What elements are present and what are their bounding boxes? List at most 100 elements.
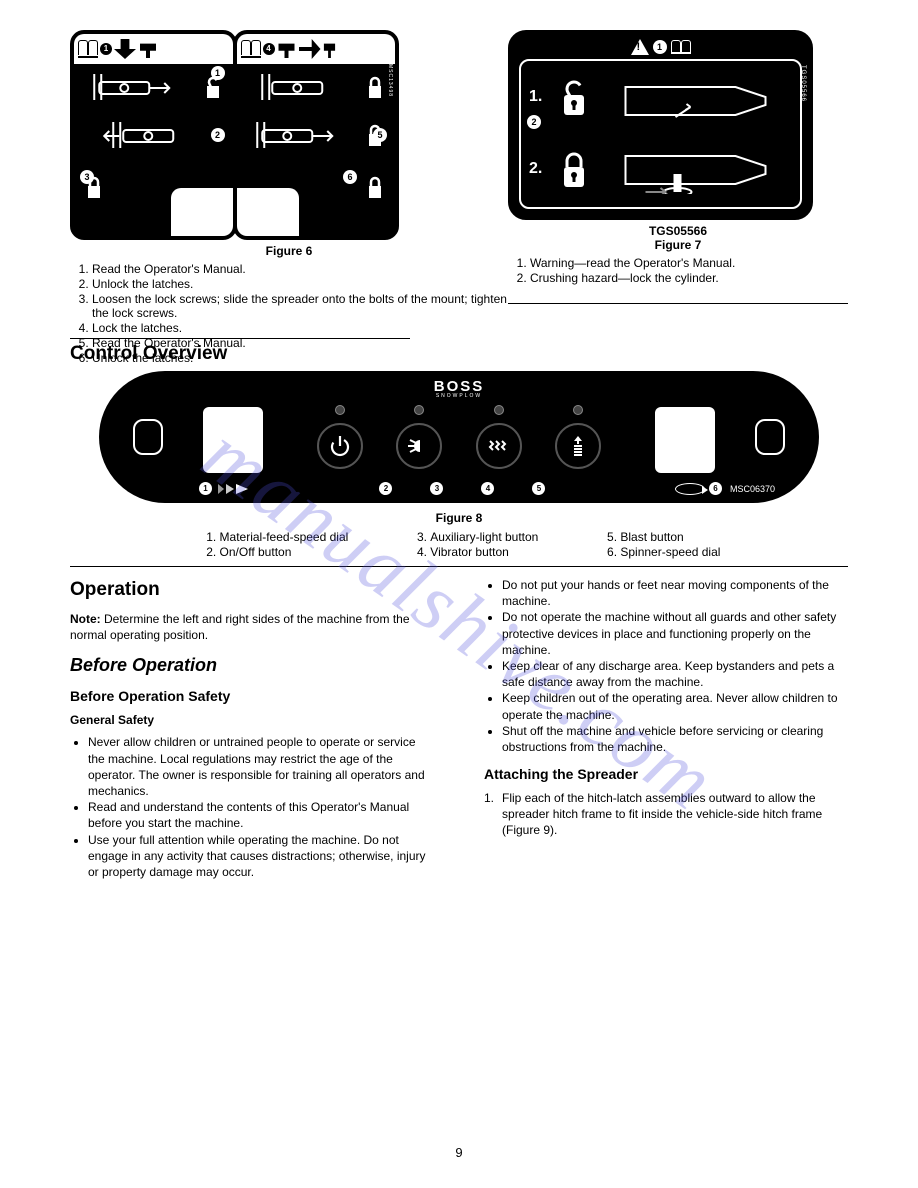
blast-button (555, 423, 601, 469)
row-num: 1. (529, 88, 549, 106)
panel-callout-num: 5 (532, 482, 545, 495)
spreader-icon (277, 40, 297, 58)
safety-bullet: Do not operate the machine without all g… (502, 609, 848, 658)
header-step-num: 1 (100, 43, 112, 55)
decal-left-caption: Figure 6 Read the Operator's Manual. Unl… (70, 244, 508, 365)
row-num: 2. (529, 160, 549, 178)
left-column: Operation Note: Determine the left and r… (70, 577, 434, 880)
attaching-heading: Attaching the Spreader (484, 765, 848, 784)
vibrator-button (476, 423, 522, 469)
header-step-num: 1 (653, 40, 667, 54)
mechanism-illustration (82, 118, 225, 152)
step-text: Flip each of the hitch-latch assemblies … (502, 790, 848, 839)
caption-item: Material-feed-speed dial (220, 530, 349, 544)
mechanism-illustration (245, 118, 360, 152)
panel-callout-num: 4 (481, 482, 494, 495)
header-step-num: 4 (263, 43, 275, 55)
lock-icon (557, 149, 591, 189)
arrow-down-icon (114, 39, 136, 59)
led-indicator (573, 405, 583, 415)
lock-icon (363, 74, 387, 100)
caption-item: Unlock the latches. (92, 351, 508, 365)
panel-callout-num: 3 (430, 482, 443, 495)
decal-left-block: 1 1 (70, 30, 508, 366)
safety-bullet: Shut off the machine and vehicle before … (502, 723, 848, 755)
safety-bullet: Keep children out of the operating area.… (502, 690, 848, 722)
safety-bullet: Do not put your hands or feet near movin… (502, 577, 848, 609)
before-op-safety-heading: Before Operation Safety (70, 687, 434, 706)
panel-partnum: MSC06370 (730, 484, 775, 494)
operation-heading: Operation (70, 577, 434, 603)
decal-right-caption: TGS05566 Figure 7 Warning—read the Opera… (508, 224, 848, 285)
control-caption: Figure 8 Material-feed-speed dial On/Off… (70, 511, 848, 560)
caption-item: Spinner-speed dial (620, 545, 720, 559)
caption-item: Vibrator button (430, 545, 538, 559)
part-code: MSC13498 (387, 64, 393, 97)
figure-label: Figure 7 (655, 238, 702, 252)
caption-item: Read the Operator's Manual. (92, 262, 508, 276)
caption-item: Auxiliary-light button (430, 530, 538, 544)
safety-bullet: Never allow children or untrained people… (88, 734, 434, 799)
feed-speed-icon (218, 484, 248, 494)
lock-icon (363, 174, 387, 200)
caption-item: Warning—read the Operator's Manual. (530, 256, 848, 270)
mechanism-illustration (82, 70, 197, 104)
spreader-icon (138, 40, 158, 58)
caption-item: Read the Operator's Manual. (92, 336, 508, 350)
safety-bullet: Use your full attention while operating … (88, 832, 434, 881)
brand-logo: BOSS SNOWPLOW (434, 379, 485, 399)
part-code: TGS05566 (800, 65, 806, 102)
callout-num: 6 (343, 170, 357, 184)
callout-num: 2 (211, 128, 225, 142)
note-label: Note: (70, 612, 101, 626)
caption-item: Blast button (620, 530, 720, 544)
step-num: 1. (484, 790, 494, 839)
caption-item: Crushing hazard—lock the cylinder. (530, 271, 848, 285)
bracket-illustration (599, 144, 792, 194)
caption-item: On/Off button (220, 545, 349, 559)
book-icon (671, 40, 691, 54)
warning-icon (631, 39, 649, 55)
safety-bullet: Keep clear of any discharge area. Keep b… (502, 658, 848, 690)
decal-right-block: 1 1. 2 2. (508, 30, 848, 366)
light-button (396, 423, 442, 469)
side-button-right (755, 419, 785, 455)
side-button-left (133, 419, 163, 455)
panel-callout-num: 6 (709, 482, 722, 495)
led-indicator (335, 405, 345, 415)
decal-tgs05566: 1 1. 2 2. (508, 30, 813, 220)
control-label-row: 1 2 3 4 5 6 MSC06370 (199, 482, 775, 495)
callout-num: 1 (211, 66, 225, 80)
callout-num: 5 (373, 128, 387, 142)
general-safety-heading: General Safety (70, 712, 434, 728)
callout-num: 3 (80, 170, 94, 184)
control-panel-decal: BOSS SNOWPLOW (99, 371, 819, 503)
led-indicator (494, 405, 504, 415)
decal-msc13498: 1 1 (70, 30, 403, 240)
display-right (655, 407, 715, 473)
power-button (317, 423, 363, 469)
arrow-right-icon (299, 39, 321, 59)
spreader-small-icon (323, 40, 337, 58)
panel-callout-num: 2 (379, 482, 392, 495)
safety-bullet: Read and understand the contents of this… (88, 799, 434, 831)
decal-title: TGS05566 (508, 224, 848, 238)
panel-callout-num: 1 (199, 482, 212, 495)
callout-num: 2 (527, 115, 541, 129)
bracket-illustration (599, 72, 792, 122)
figure-label: Figure 6 (266, 244, 313, 258)
unlock-icon (557, 77, 591, 117)
book-icon (78, 40, 98, 58)
display-left (203, 407, 263, 473)
spinner-speed-icon (675, 483, 705, 495)
note-text: Determine the left and right sides of th… (70, 612, 410, 642)
caption-item: Loosen the lock screws; slide the spread… (92, 292, 508, 320)
right-column: Do not put your hands or feet near movin… (484, 577, 848, 880)
before-op-heading: Before Operation (70, 653, 434, 677)
mechanism-illustration (245, 70, 360, 104)
book-icon (241, 40, 261, 58)
caption-item: Unlock the latches. (92, 277, 508, 291)
led-indicator (414, 405, 424, 415)
figure-label: Figure 8 (436, 511, 483, 525)
page-number: 9 (455, 1145, 462, 1160)
